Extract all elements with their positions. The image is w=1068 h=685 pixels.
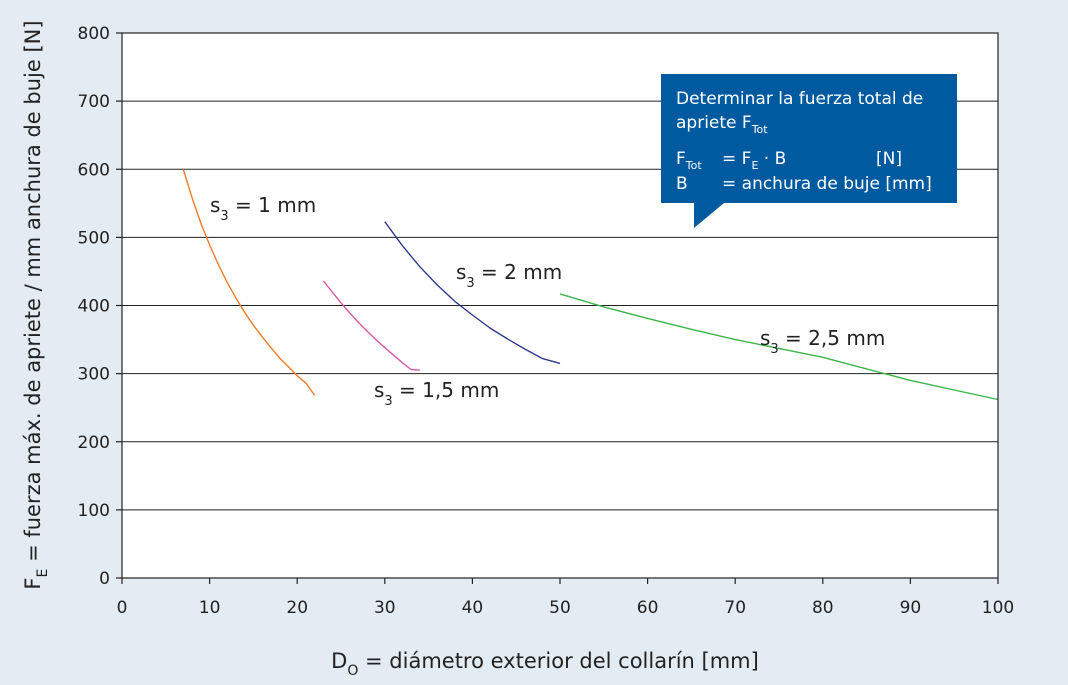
x-axis-title: DO = diámetro exterior del collarín [mm] bbox=[331, 649, 759, 679]
y-axis-title: FE = fuerza máx. de apriete / mm anchura… bbox=[21, 20, 51, 589]
callout-line2: apriete FTot bbox=[676, 113, 768, 136]
y-tick-label-800: 800 bbox=[78, 24, 110, 44]
label-s3-1mm: s3 = 1 mm bbox=[210, 193, 316, 224]
label-s3-1-5mm: s3 = 1,5 mm bbox=[374, 378, 499, 409]
callout-row1-var: FTot bbox=[676, 149, 702, 172]
label-s3-2mm: s3 = 2 mm bbox=[456, 260, 562, 291]
x-tick-label-60: 60 bbox=[637, 598, 659, 618]
callout-background bbox=[661, 74, 957, 203]
callout-row2-var: B bbox=[676, 174, 688, 194]
callout-pointer bbox=[694, 203, 724, 228]
x-tick-label-70: 70 bbox=[724, 598, 746, 618]
curves bbox=[182, 169, 999, 401]
callout-box: Determinar la fuerza total de apriete FT… bbox=[661, 74, 957, 228]
y-tick-label-200: 200 bbox=[78, 433, 110, 453]
y-tick-label-400: 400 bbox=[78, 297, 110, 317]
series-line-1-5-mm bbox=[322, 280, 420, 371]
x-tick-label-80: 80 bbox=[812, 598, 834, 618]
y-tick-label-600: 600 bbox=[78, 160, 110, 180]
callout-row1-unit: [N] bbox=[876, 149, 902, 169]
x-tick-label-30: 30 bbox=[374, 598, 396, 618]
y-tick-label-300: 300 bbox=[78, 365, 110, 385]
series-line-2-mm bbox=[384, 221, 561, 365]
y-tick-label-700: 700 bbox=[78, 92, 110, 112]
x-tick-label-20: 20 bbox=[286, 598, 308, 618]
x-tick-label-0: 0 bbox=[117, 598, 128, 618]
y-tick-label-100: 100 bbox=[78, 501, 110, 521]
x-tick-label-100: 100 bbox=[982, 598, 1014, 618]
x-axis-ticks: 0 10 20 30 40 50 60 70 80 90 100 bbox=[117, 578, 1014, 618]
y-axis-ticks: 0 100 200 300 400 500 600 700 800 bbox=[78, 24, 122, 589]
x-tick-label-50: 50 bbox=[549, 598, 571, 618]
x-tick-label-90: 90 bbox=[900, 598, 922, 618]
x-tick-label-10: 10 bbox=[199, 598, 221, 618]
callout-row2-eq: = anchura de buje [mm] bbox=[722, 174, 932, 194]
callout-line1: Determinar la fuerza total de bbox=[676, 89, 923, 109]
series-line-1-mm bbox=[182, 169, 316, 396]
y-tick-label-500: 500 bbox=[78, 228, 110, 248]
y-tick-label-0: 0 bbox=[99, 569, 110, 589]
series-line-2-5-mm bbox=[559, 293, 999, 401]
callout-row1-eq: = FE · B bbox=[722, 149, 786, 172]
x-tick-label-40: 40 bbox=[462, 598, 484, 618]
label-s3-2-5mm: s3 = 2,5 mm bbox=[760, 326, 885, 357]
